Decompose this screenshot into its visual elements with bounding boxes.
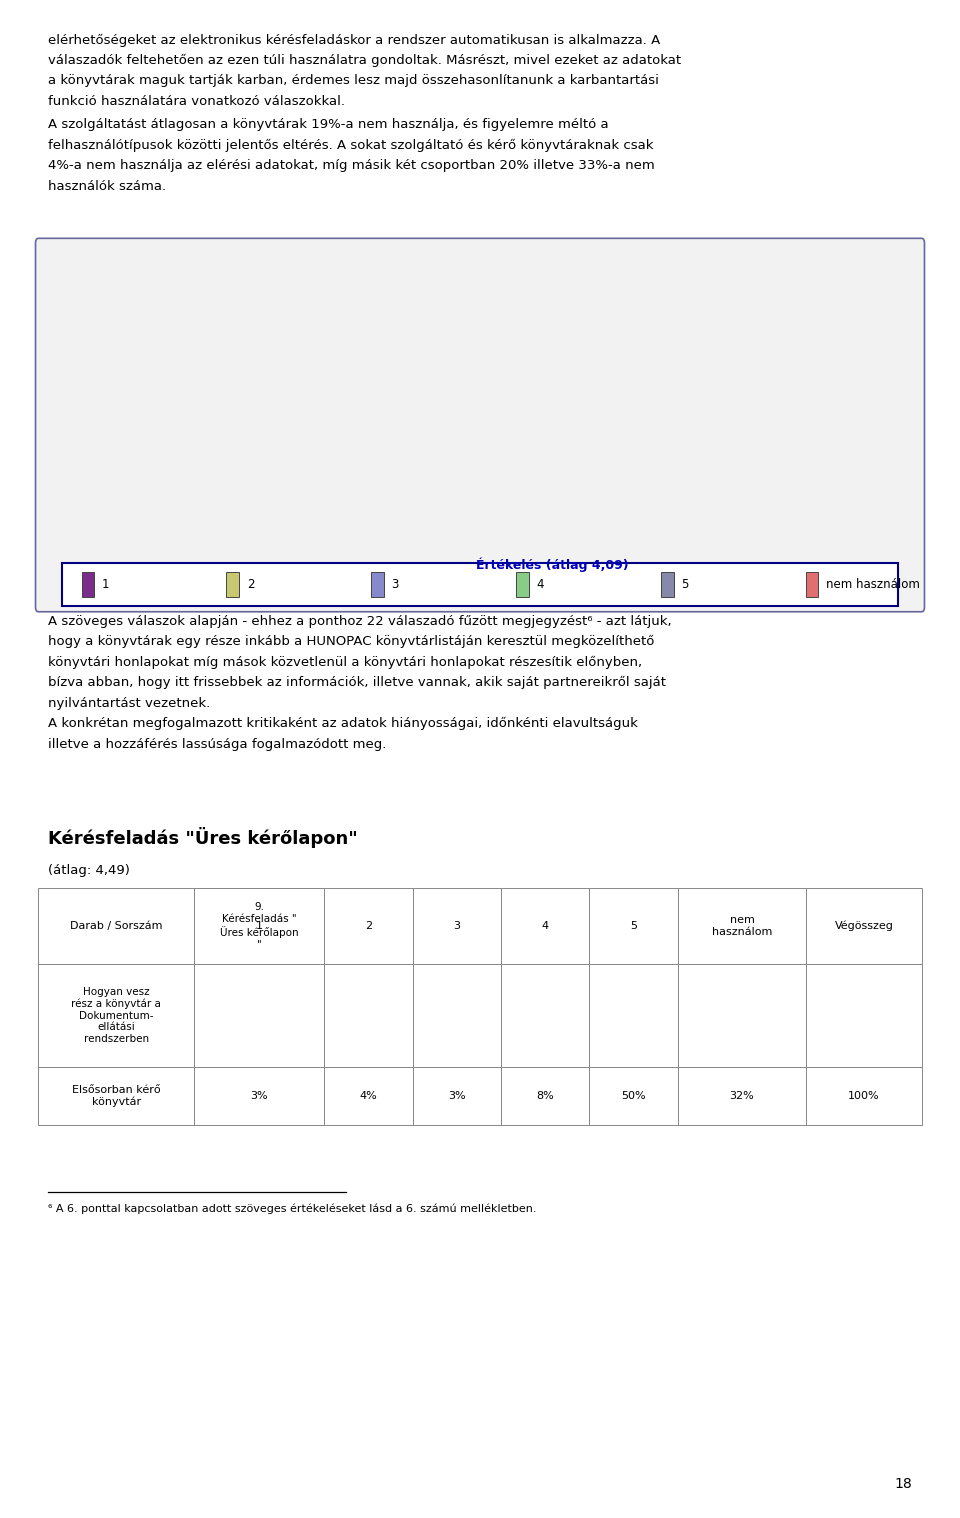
Bar	[757, 420, 960, 457]
Text: 50%: 50%	[621, 1091, 646, 1101]
Text: 5: 5	[327, 501, 333, 510]
Bar	[782, 355, 913, 392]
Bar	[366, 420, 456, 457]
Text: illetve a hozzáférés lassúsága fogalmazódott meg.: illetve a hozzáférés lassúsága fogalmazó…	[48, 738, 386, 751]
Text: 10: 10	[256, 367, 268, 378]
Text: 19: 19	[416, 367, 428, 378]
Text: 3: 3	[392, 578, 399, 591]
Text: 6: 6	[608, 501, 613, 510]
Bar	[388, 288, 465, 325]
Text: A szolgáltatást átlagosan a könyvtárak 19%-a nem használja, és figyelemre méltó : A szolgáltatást átlagosan a könyvtárak 1…	[48, 118, 609, 132]
Text: A szöveges válaszok alapján - ehhez a ponthoz 22 válaszadó fűzött megjegyzést⁶ -: A szöveges válaszok alapján - ehhez a po…	[48, 615, 672, 628]
Text: 4%-a nem használja az elérési adatokat, míg másik két csoportban 20% illetve 33%: 4%-a nem használja az elérési adatokat, …	[48, 159, 655, 173]
Text: Végösszeg: Végösszeg	[834, 921, 894, 931]
Text: nyilvántartást vezetnek.: nyilvántartást vezetnek.	[48, 697, 210, 710]
Bar	[344, 288, 388, 325]
Bar	[305, 420, 366, 457]
Text: nem
használom: nem használom	[711, 915, 772, 937]
Text: 4%: 4%	[360, 1091, 377, 1101]
Bar	[245, 355, 279, 392]
Text: 115: 115	[612, 302, 631, 311]
Text: 95: 95	[612, 367, 625, 378]
Text: 10: 10	[252, 302, 265, 311]
Bar	[538, 487, 684, 524]
Text: használók száma.: használók száma.	[48, 179, 166, 193]
Bar	[245, 420, 305, 457]
Text: könyvtári honlapokat míg mások közvetlenül a könyvtári honlapokat részesítik elő: könyvtári honlapokat míg mások közvetlen…	[48, 656, 642, 669]
Bar	[245, 288, 273, 325]
Text: 28: 28	[420, 302, 432, 311]
Text: 3%: 3%	[448, 1091, 466, 1101]
Text: nem használom: nem használom	[827, 578, 920, 591]
Bar	[684, 487, 960, 524]
Bar	[780, 288, 906, 325]
Text: 1: 1	[255, 921, 263, 931]
Text: Elsősorban kérő
könyvtár: Elsősorban kérő könyvtár	[72, 1085, 160, 1107]
Text: 4: 4	[537, 578, 544, 591]
Text: 6: 6	[461, 501, 468, 510]
Text: elérhetőségeket az elektronikus kérésfeladáskor a rendszer automatikusan is alka: elérhetőségeket az elektronikus kérésfel…	[48, 33, 660, 47]
Text: a könyvtárak maguk tartják karban, érdemes lesz majd összehasonlítanunk a karban: a könyvtárak maguk tartják karban, érdem…	[48, 74, 659, 88]
Bar	[358, 355, 390, 392]
Bar	[465, 288, 780, 325]
Text: 100%: 100%	[848, 1091, 879, 1101]
Text: 4: 4	[541, 921, 549, 931]
Text: válaszadók feltehetően az ezen túli használatra gondoltak. Másrészt, mivel ezeke: válaszadók feltehetően az ezen túli hasz…	[48, 53, 682, 67]
Text: A konkrétan megfogalmazott kritikaként az adatok hiányosságai, időnkénti elavult: A konkrétan megfogalmazott kritikaként a…	[48, 716, 637, 730]
Text: 32%: 32%	[730, 1091, 755, 1101]
Bar	[456, 420, 546, 457]
Text: 5: 5	[630, 921, 637, 931]
Text: 2: 2	[272, 434, 278, 445]
Bar	[546, 420, 757, 457]
Text: 1: 1	[102, 578, 109, 591]
Bar	[390, 355, 455, 392]
Text: 5: 5	[682, 578, 688, 591]
Text: 1: 1	[254, 501, 260, 510]
Bar	[273, 288, 344, 325]
Text: ⁶ A 6. ponttal kapcsolatban adott szöveges értékeléseket lásd a 6. számú mellékl: ⁶ A 6. ponttal kapcsolatban adott szöveg…	[48, 1204, 537, 1214]
Text: felhasználótípusok közötti jelentős eltérés. A sokat szolgáltató és kérő könyvtá: felhasználótípusok közötti jelentős elté…	[48, 138, 654, 152]
Text: funkció használatára vonatkozó válaszokkal.: funkció használatára vonatkozó válaszokk…	[48, 94, 345, 108]
Text: Kérésfeladás "Üres kérőlapon": Kérésfeladás "Üres kérőlapon"	[48, 827, 358, 849]
Text: 9.
Kérésfeladás "
Üres kérőlapon
": 9. Kérésfeladás " Üres kérőlapon "	[220, 902, 299, 950]
Text: 13: 13	[836, 501, 848, 510]
Text: 8%: 8%	[537, 1091, 554, 1101]
Text: 3: 3	[408, 434, 414, 445]
Text: 7: 7	[649, 434, 656, 445]
Text: 46: 46	[836, 302, 849, 311]
Bar	[279, 355, 358, 392]
Text: 23: 23	[313, 367, 325, 378]
Bar	[269, 487, 391, 524]
Bar	[245, 487, 269, 524]
Text: 26: 26	[301, 302, 314, 311]
Text: bízva abban, hogy itt frissebbek az információk, illetve vannak, akik saját part: bízva abban, hogy itt frissebbek az info…	[48, 676, 666, 689]
Text: 3%: 3%	[251, 1091, 268, 1101]
Text: 3: 3	[453, 921, 461, 931]
Text: Darab / Sorszám: Darab / Sorszám	[70, 921, 162, 931]
Bar	[391, 487, 538, 524]
Text: Hogyan vesz
rész a könyvtár a
Dokumentum-
ellátási
rendszerben: Hogyan vesz rész a könyvtár a Dokumentum…	[71, 987, 161, 1044]
Text: 7: 7	[860, 434, 867, 445]
Text: 38: 38	[841, 367, 853, 378]
Text: hogy a könyvtárak egy része inkább a HUNOPAC könyvtárlistáján keresztül megközel: hogy a könyvtárak egy része inkább a HUN…	[48, 635, 655, 648]
Text: 2: 2	[332, 434, 339, 445]
Text: 3: 3	[498, 434, 504, 445]
Bar	[455, 355, 782, 392]
Text: 18: 18	[895, 1477, 912, 1491]
Text: 16: 16	[359, 302, 372, 311]
Text: Értékelés (átlag 4,09): Értékelés (átlag 4,09)	[476, 557, 628, 572]
Text: (átlag: 4,49): (átlag: 4,49)	[48, 864, 130, 877]
Text: 9: 9	[371, 367, 377, 378]
Text: 2: 2	[365, 921, 372, 931]
Text: 2: 2	[247, 578, 254, 591]
